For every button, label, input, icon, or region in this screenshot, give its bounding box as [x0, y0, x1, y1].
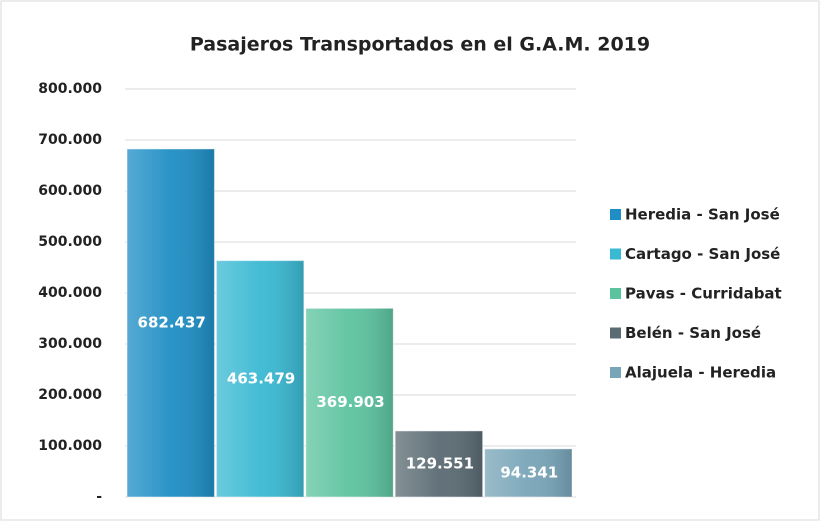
data-label: 682.437: [138, 313, 206, 331]
legend-swatch: [610, 248, 621, 260]
legend-label: Cartago - San José: [625, 245, 780, 263]
y-tick-label: 400.000: [38, 285, 102, 301]
legend-swatch: [610, 327, 621, 339]
legend-label: Alajuela - Heredia: [625, 364, 776, 382]
y-tick-label: 800.000: [38, 81, 102, 97]
bar-shine: [305, 308, 394, 497]
bar-shine: [216, 260, 304, 497]
bar-shine: [484, 448, 572, 497]
y-tick-label: -: [96, 489, 102, 505]
bar-shine: [395, 430, 483, 497]
y-tick-label: 200.000: [38, 387, 102, 403]
chart-title: Pasajeros Transportados en el G.A.M. 201…: [190, 34, 650, 56]
legend-label: Heredia - San José: [625, 206, 780, 224]
y-tick-label: 300.000: [38, 336, 102, 352]
legend-label: Belén - San José: [625, 324, 761, 342]
data-label: 94.341: [500, 463, 558, 481]
data-label: 129.551: [406, 454, 474, 472]
y-tick-label: 100.000: [38, 438, 102, 454]
legend-swatch: [610, 209, 621, 220]
y-tick-label: 600.000: [38, 183, 102, 199]
legend-label: Pavas - Curridabat: [625, 285, 782, 303]
data-label: 463.479: [227, 369, 295, 387]
legend-swatch: [610, 367, 621, 378]
y-tick-label: 500.000: [38, 234, 102, 250]
legend-swatch: [610, 288, 621, 299]
data-label: 369.903: [316, 393, 384, 411]
y-tick-label: 700.000: [38, 132, 102, 148]
bar-shine: [127, 148, 215, 497]
